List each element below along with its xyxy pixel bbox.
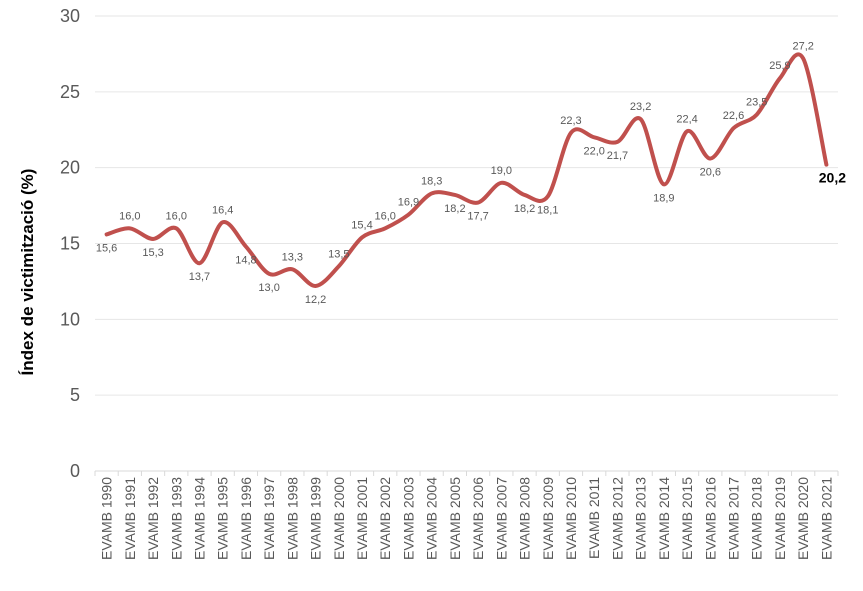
x-tick-label: EVAMB 1990 — [99, 477, 115, 560]
data-label: 16,9 — [398, 197, 419, 209]
y-tick-label: 20 — [60, 158, 80, 178]
data-label: 23,5 — [746, 97, 767, 109]
x-tick-label: EVAMB 2004 — [424, 477, 440, 560]
x-tick-label: EVAMB 2006 — [470, 477, 486, 560]
data-label: 16,0 — [119, 210, 140, 222]
data-label: 14,8 — [235, 255, 256, 267]
x-tick-label: EVAMB 1996 — [238, 477, 254, 560]
data-label: 21,7 — [607, 150, 628, 162]
x-tick-label: EVAMB 1997 — [261, 477, 277, 560]
x-tick-label: EVAMB 1992 — [145, 477, 161, 560]
data-label: 23,2 — [630, 101, 651, 113]
data-label: 13,7 — [189, 271, 210, 283]
x-tick-label: EVAMB 2010 — [563, 477, 579, 560]
x-tick-label: EVAMB 1998 — [284, 477, 300, 560]
data-label: 20,6 — [700, 167, 721, 179]
x-tick-label: EVAMB 2011 — [586, 477, 602, 559]
data-label: 15,4 — [351, 219, 372, 231]
x-tick-label: EVAMB 2019 — [772, 477, 788, 560]
x-tick-label: EVAMB 2015 — [679, 477, 695, 560]
data-label: 13,3 — [282, 251, 303, 263]
x-axis-ticks: EVAMB 1990 EVAMB 1991 EVAMB 1992 EVAMB 1993… — [94, 471, 839, 560]
x-tick-label: EVAMB 2008 — [517, 477, 533, 560]
y-tick-label: 5 — [70, 385, 80, 405]
x-tick-label: EVAMB 2018 — [749, 477, 765, 560]
x-tick-label: EVAMB 2003 — [400, 477, 416, 560]
x-tick-label: EVAMB 2005 — [447, 477, 463, 560]
data-label: 16,0 — [375, 210, 396, 222]
data-label: 17,7 — [467, 211, 488, 223]
x-tick-label: EVAMB 2021 — [818, 477, 834, 560]
data-label: 13,0 — [258, 282, 279, 294]
data-label: 18,2 — [514, 203, 535, 215]
y-tick-label: 10 — [60, 309, 80, 329]
data-label: 22,4 — [676, 113, 697, 125]
data-label: 18,1 — [537, 204, 558, 216]
y-axis-ticks: 0 5 10 15 20 25 30 — [60, 6, 80, 481]
data-label: 18,3 — [421, 175, 442, 187]
series-line — [104, 52, 829, 288]
data-labels: 15,6 16,0 15,3 16,0 13,7 16,4 14,8 13,0 13,3 12,2… — [96, 40, 846, 306]
x-tick-label: EVAMB 2002 — [377, 477, 393, 560]
x-tick-label: EVAMB 1999 — [308, 477, 324, 560]
data-label: 22,6 — [723, 110, 744, 122]
x-tick-label: EVAMB 2020 — [795, 477, 811, 560]
x-tick-label: EVAMB 2009 — [540, 477, 556, 560]
x-tick-label: EVAMB 2013 — [633, 477, 649, 560]
x-tick-label: EVAMB 1995 — [215, 477, 231, 560]
x-tick-label: EVAMB 2014 — [656, 477, 672, 560]
x-tick-label: EVAMB 1991 — [122, 477, 138, 560]
x-tick-label: EVAMB 2012 — [609, 477, 625, 560]
data-label: 22,0 — [583, 145, 604, 157]
x-tick-label: EVAMB 2017 — [726, 477, 742, 560]
data-label: 25,9 — [769, 60, 790, 72]
y-tick-label: 30 — [60, 6, 80, 26]
x-tick-label: EVAMB 2016 — [702, 477, 718, 560]
data-label: 13,5 — [328, 248, 349, 260]
x-tick-label: EVAMB 2001 — [354, 477, 370, 560]
data-label: 15,6 — [96, 242, 117, 254]
gridlines — [95, 15, 838, 396]
x-tick-label: EVAMB 2000 — [331, 477, 347, 560]
data-label: 16,0 — [166, 210, 187, 222]
data-label: 27,2 — [792, 40, 813, 52]
y-tick-label: 25 — [60, 82, 80, 102]
x-tick-label: EVAMB 2007 — [493, 477, 509, 560]
x-tick-label: EVAMB 1993 — [168, 477, 184, 560]
data-label: 22,3 — [560, 115, 581, 127]
data-label: 19,0 — [491, 165, 512, 177]
data-label: 12,2 — [305, 294, 326, 306]
y-tick-label: 15 — [60, 234, 80, 254]
y-tick-label: 0 — [70, 461, 80, 481]
data-label: 18,2 — [444, 203, 465, 215]
y-axis-label: Índex de victimització (%) — [18, 169, 37, 376]
data-label: 16,4 — [212, 204, 233, 216]
data-label: 18,9 — [653, 192, 674, 204]
data-label: 20,2 — [819, 170, 846, 186]
data-label: 15,3 — [142, 247, 163, 259]
x-tick-label: EVAMB 1994 — [191, 477, 207, 560]
